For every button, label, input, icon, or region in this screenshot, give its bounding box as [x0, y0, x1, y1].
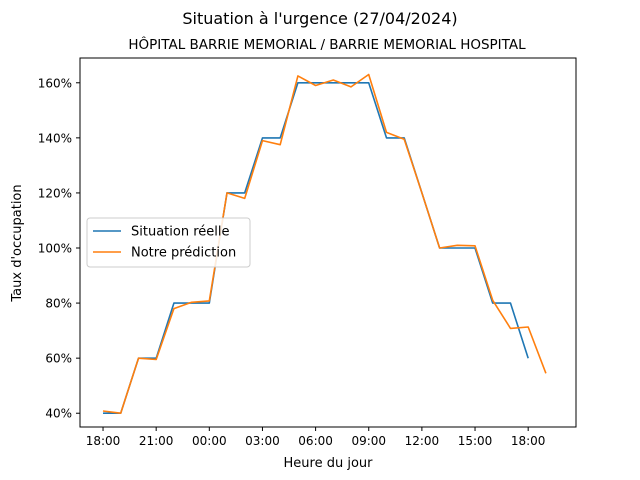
- y-tick-label: 80%: [45, 297, 72, 311]
- y-axis-label: Taux d'occupation: [10, 184, 25, 302]
- x-axis-label: Heure du jour: [284, 456, 374, 471]
- series-line-2: [102, 73, 547, 415]
- y-tick-label: 40%: [45, 407, 72, 421]
- legend-box: [86, 217, 251, 268]
- x-tick-label: 18:00: [86, 434, 121, 448]
- series-line-1: [103, 82, 529, 415]
- chart-subtitle: HÔPITAL BARRIE MEMORIAL / BARRIE MEMORIA…: [128, 35, 526, 53]
- y-tick-label: 160%: [38, 76, 72, 90]
- y-tick-label: 140%: [38, 131, 72, 145]
- y-tick-label: 60%: [45, 352, 72, 366]
- x-tick-label: 18:00: [511, 434, 546, 448]
- y-tick-label: 100%: [38, 242, 72, 256]
- x-tick-label: 06:00: [298, 434, 333, 448]
- chart-title: Situation à l'urgence (27/04/2024): [182, 9, 457, 28]
- series-lines: [102, 73, 547, 415]
- y-axis: 40% 60% 80% 100% 120% 140% 160%: [38, 76, 80, 421]
- x-tick-label: 12:00: [405, 434, 440, 448]
- legend: Situation réelle Notre prédiction: [86, 217, 251, 268]
- x-tick-label: 03:00: [245, 434, 280, 448]
- y-tick-label: 120%: [38, 186, 72, 200]
- legend-label-1: Situation réelle: [131, 225, 229, 240]
- x-tick-label: 09:00: [351, 434, 386, 448]
- x-tick-label: 00:00: [192, 434, 227, 448]
- x-axis: 18:00 21:00 00:00 03:00 06:00 09:00 12:00 15:00…: [86, 427, 546, 448]
- legend-label-2: Notre prédiction: [131, 246, 236, 261]
- x-tick-label: 21:00: [139, 434, 174, 448]
- x-tick-label: 15:00: [458, 434, 493, 448]
